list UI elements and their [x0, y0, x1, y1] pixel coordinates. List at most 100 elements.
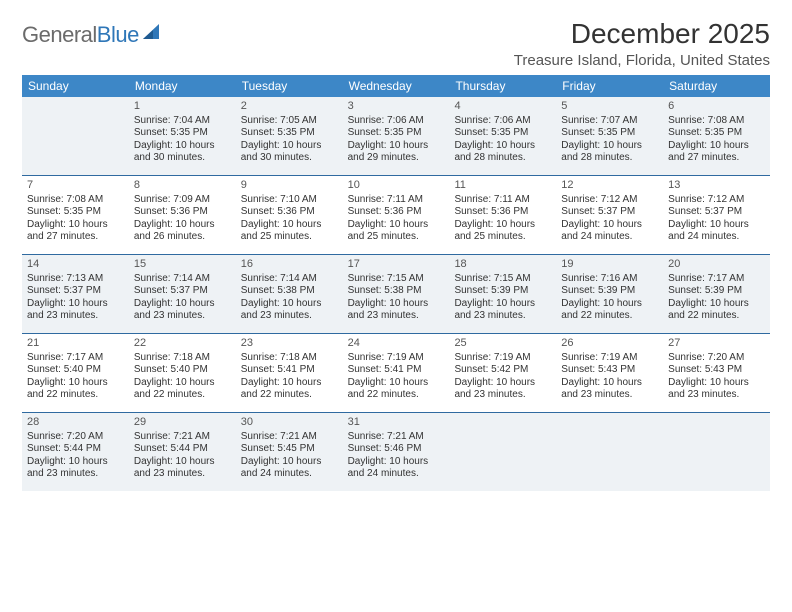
daylight-text: Daylight: 10 hours and 28 minutes. — [561, 140, 658, 165]
day-cell: 19Sunrise: 7:16 AMSunset: 5:39 PMDayligh… — [556, 255, 663, 333]
dayhead-wed: Wednesday — [343, 75, 450, 97]
day-cell: 26Sunrise: 7:19 AMSunset: 5:43 PMDayligh… — [556, 334, 663, 412]
daylight-text: Daylight: 10 hours and 24 minutes. — [668, 219, 765, 244]
day-number: 23 — [241, 337, 338, 351]
day-number: 17 — [348, 258, 445, 272]
daylight-text: Daylight: 10 hours and 25 minutes. — [348, 219, 445, 244]
daylight-text: Daylight: 10 hours and 27 minutes. — [668, 140, 765, 165]
sunset-text: Sunset: 5:35 PM — [241, 127, 338, 140]
day-cell: 22Sunrise: 7:18 AMSunset: 5:40 PMDayligh… — [129, 334, 236, 412]
day-cell — [22, 97, 129, 175]
sunset-text: Sunset: 5:35 PM — [348, 127, 445, 140]
week-row: 14Sunrise: 7:13 AMSunset: 5:37 PMDayligh… — [22, 254, 770, 333]
brand-part2: Blue — [97, 22, 139, 47]
header: GeneralBlue December 2025 Treasure Islan… — [22, 18, 770, 69]
day-cell: 31Sunrise: 7:21 AMSunset: 5:46 PMDayligh… — [343, 413, 450, 491]
sunrise-text: Sunrise: 7:11 AM — [454, 194, 551, 207]
daylight-text: Daylight: 10 hours and 23 minutes. — [134, 298, 231, 323]
sunrise-text: Sunrise: 7:18 AM — [241, 352, 338, 365]
day-cell: 7Sunrise: 7:08 AMSunset: 5:35 PMDaylight… — [22, 176, 129, 254]
day-number: 21 — [27, 337, 124, 351]
sunset-text: Sunset: 5:42 PM — [454, 364, 551, 377]
day-cell: 29Sunrise: 7:21 AMSunset: 5:44 PMDayligh… — [129, 413, 236, 491]
sunset-text: Sunset: 5:36 PM — [454, 206, 551, 219]
day-number: 5 — [561, 100, 658, 114]
sunrise-text: Sunrise: 7:17 AM — [27, 352, 124, 365]
daylight-text: Daylight: 10 hours and 22 minutes. — [561, 298, 658, 323]
day-number: 6 — [668, 100, 765, 114]
day-cell: 17Sunrise: 7:15 AMSunset: 5:38 PMDayligh… — [343, 255, 450, 333]
day-number: 3 — [348, 100, 445, 114]
sunrise-text: Sunrise: 7:15 AM — [348, 273, 445, 286]
sunset-text: Sunset: 5:35 PM — [561, 127, 658, 140]
sunrise-text: Sunrise: 7:16 AM — [561, 273, 658, 286]
location: Treasure Island, Florida, United States — [514, 52, 770, 69]
day-number: 2 — [241, 100, 338, 114]
day-cell: 5Sunrise: 7:07 AMSunset: 5:35 PMDaylight… — [556, 97, 663, 175]
calendar: Sunday Monday Tuesday Wednesday Thursday… — [22, 75, 770, 491]
sunset-text: Sunset: 5:37 PM — [668, 206, 765, 219]
day-cell: 21Sunrise: 7:17 AMSunset: 5:40 PMDayligh… — [22, 334, 129, 412]
day-cell: 16Sunrise: 7:14 AMSunset: 5:38 PMDayligh… — [236, 255, 343, 333]
dayhead-mon: Monday — [129, 75, 236, 97]
sunset-text: Sunset: 5:40 PM — [134, 364, 231, 377]
day-number: 9 — [241, 179, 338, 193]
daylight-text: Daylight: 10 hours and 23 minutes. — [454, 377, 551, 402]
day-cell: 27Sunrise: 7:20 AMSunset: 5:43 PMDayligh… — [663, 334, 770, 412]
sunset-text: Sunset: 5:35 PM — [454, 127, 551, 140]
day-cell: 6Sunrise: 7:08 AMSunset: 5:35 PMDaylight… — [663, 97, 770, 175]
day-cell: 9Sunrise: 7:10 AMSunset: 5:36 PMDaylight… — [236, 176, 343, 254]
sunset-text: Sunset: 5:37 PM — [134, 285, 231, 298]
sunset-text: Sunset: 5:44 PM — [27, 443, 124, 456]
day-cell: 23Sunrise: 7:18 AMSunset: 5:41 PMDayligh… — [236, 334, 343, 412]
day-number: 15 — [134, 258, 231, 272]
week-row: 28Sunrise: 7:20 AMSunset: 5:44 PMDayligh… — [22, 412, 770, 491]
sunrise-text: Sunrise: 7:12 AM — [668, 194, 765, 207]
day-number: 22 — [134, 337, 231, 351]
sunset-text: Sunset: 5:37 PM — [27, 285, 124, 298]
sunrise-text: Sunrise: 7:18 AM — [134, 352, 231, 365]
day-number: 29 — [134, 416, 231, 430]
sunrise-text: Sunrise: 7:06 AM — [348, 115, 445, 128]
daylight-text: Daylight: 10 hours and 22 minutes. — [348, 377, 445, 402]
daylight-text: Daylight: 10 hours and 22 minutes. — [668, 298, 765, 323]
sunrise-text: Sunrise: 7:08 AM — [668, 115, 765, 128]
day-number: 20 — [668, 258, 765, 272]
dayhead-sat: Saturday — [663, 75, 770, 97]
daylight-text: Daylight: 10 hours and 23 minutes. — [27, 456, 124, 481]
sunrise-text: Sunrise: 7:17 AM — [668, 273, 765, 286]
daylight-text: Daylight: 10 hours and 22 minutes. — [241, 377, 338, 402]
sunset-text: Sunset: 5:38 PM — [348, 285, 445, 298]
sunset-text: Sunset: 5:38 PM — [241, 285, 338, 298]
daylight-text: Daylight: 10 hours and 23 minutes. — [27, 298, 124, 323]
daylight-text: Daylight: 10 hours and 22 minutes. — [134, 377, 231, 402]
sunrise-text: Sunrise: 7:09 AM — [134, 194, 231, 207]
dayhead-sun: Sunday — [22, 75, 129, 97]
sunset-text: Sunset: 5:36 PM — [348, 206, 445, 219]
day-number: 12 — [561, 179, 658, 193]
day-cell: 14Sunrise: 7:13 AMSunset: 5:37 PMDayligh… — [22, 255, 129, 333]
day-number: 13 — [668, 179, 765, 193]
day-header-row: Sunday Monday Tuesday Wednesday Thursday… — [22, 75, 770, 97]
sunrise-text: Sunrise: 7:19 AM — [454, 352, 551, 365]
sunset-text: Sunset: 5:40 PM — [27, 364, 124, 377]
day-number: 8 — [134, 179, 231, 193]
sunset-text: Sunset: 5:39 PM — [454, 285, 551, 298]
sunrise-text: Sunrise: 7:11 AM — [348, 194, 445, 207]
day-cell — [556, 413, 663, 491]
daylight-text: Daylight: 10 hours and 23 minutes. — [241, 298, 338, 323]
dayhead-fri: Friday — [556, 75, 663, 97]
day-cell: 2Sunrise: 7:05 AMSunset: 5:35 PMDaylight… — [236, 97, 343, 175]
day-number: 4 — [454, 100, 551, 114]
title-block: December 2025 Treasure Island, Florida, … — [514, 18, 770, 69]
sunset-text: Sunset: 5:35 PM — [27, 206, 124, 219]
daylight-text: Daylight: 10 hours and 25 minutes. — [454, 219, 551, 244]
brand-logo: GeneralBlue — [22, 22, 165, 48]
sunset-text: Sunset: 5:39 PM — [561, 285, 658, 298]
sunrise-text: Sunrise: 7:08 AM — [27, 194, 124, 207]
day-cell: 18Sunrise: 7:15 AMSunset: 5:39 PMDayligh… — [449, 255, 556, 333]
sunrise-text: Sunrise: 7:21 AM — [348, 431, 445, 444]
day-number: 31 — [348, 416, 445, 430]
day-cell: 1Sunrise: 7:04 AMSunset: 5:35 PMDaylight… — [129, 97, 236, 175]
daylight-text: Daylight: 10 hours and 23 minutes. — [348, 298, 445, 323]
